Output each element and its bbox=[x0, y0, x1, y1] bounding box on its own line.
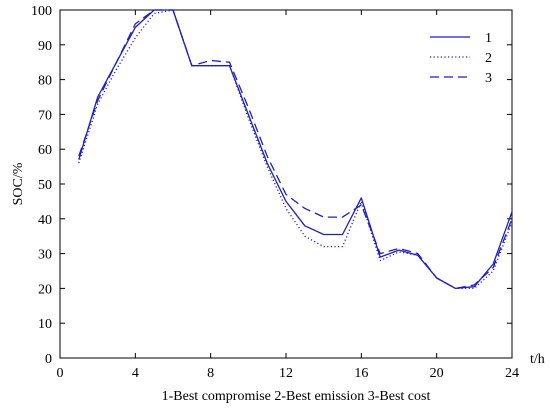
x-tick-label: 16 bbox=[354, 366, 368, 381]
legend-label-3: 3 bbox=[485, 71, 492, 86]
y-tick-label: 50 bbox=[38, 178, 52, 193]
series-line-3 bbox=[78, 9, 513, 290]
series-lines bbox=[78, 9, 513, 290]
axes bbox=[59, 9, 513, 359]
x-tick-label: 4 bbox=[132, 366, 139, 381]
series-line-2 bbox=[78, 9, 513, 290]
legend: 1 2 3 bbox=[430, 31, 492, 86]
y-axis-label: SOC/% bbox=[11, 162, 26, 205]
y-tick-label: 90 bbox=[38, 39, 52, 54]
legend-label-2: 2 bbox=[485, 51, 492, 66]
y-tick-label: 100 bbox=[31, 4, 52, 19]
x-tick-label: 0 bbox=[57, 366, 64, 381]
y-tick-label: 40 bbox=[38, 213, 52, 228]
x-tick-label: 12 bbox=[279, 366, 293, 381]
y-tick-label: 70 bbox=[38, 108, 52, 123]
x-tick-label: 24 bbox=[505, 366, 519, 381]
x-tick-label: 20 bbox=[430, 366, 444, 381]
y-tick-label: 30 bbox=[38, 248, 52, 263]
y-tick-label: 20 bbox=[38, 282, 52, 297]
series-line-1 bbox=[78, 9, 513, 290]
y-tick-label: 60 bbox=[38, 143, 52, 158]
y-tick-label: 80 bbox=[38, 74, 52, 89]
x-tick-label: 8 bbox=[207, 366, 214, 381]
chart-caption: 1-Best compromise 2-Best emission 3-Best… bbox=[162, 389, 431, 404]
y-tick-label: 0 bbox=[45, 352, 52, 367]
x-axis-label: t/h bbox=[530, 352, 545, 367]
y-tick-label: 10 bbox=[38, 317, 52, 332]
plot-frame bbox=[59, 9, 513, 359]
legend-label-1: 1 bbox=[485, 31, 492, 46]
